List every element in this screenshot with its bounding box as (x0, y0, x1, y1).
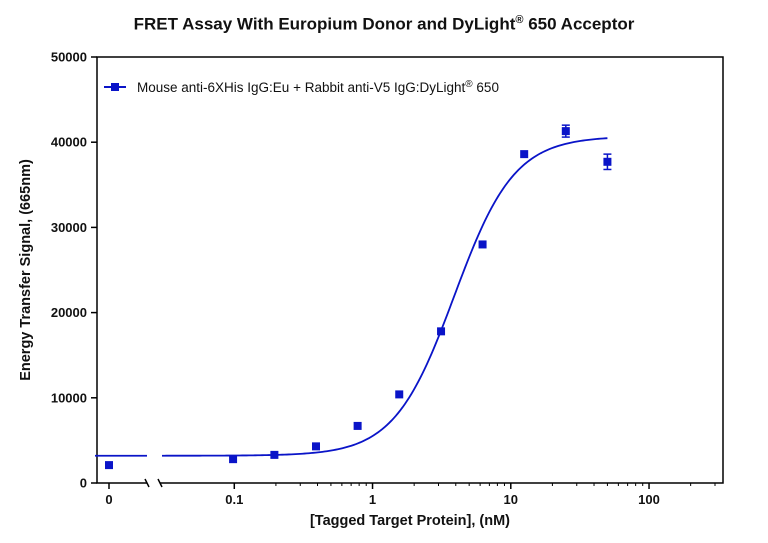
data-point (270, 450, 279, 459)
data-point (353, 421, 362, 430)
chart-title-text: FRET Assay With Europium Donor and DyLig… (133, 14, 516, 34)
x-tick-label: 0.1 (225, 492, 243, 507)
y-axis-title: Energy Transfer Signal, (665nm) (18, 159, 34, 381)
axis-break-mark-left (144, 478, 150, 488)
legend-label: Mouse anti-6XHis IgG:Eu + Rabbit anti-V5… (137, 79, 499, 96)
y-tick-label: 20000 (51, 305, 87, 320)
y-tick-label: 0 (80, 476, 87, 491)
data-point (437, 327, 446, 336)
x-axis-title: [Tagged Target Protein], (nM) (310, 513, 510, 529)
x-tick-label: 0 (105, 492, 112, 507)
fit-curves (95, 137, 608, 457)
data-point (105, 461, 113, 470)
legend-marker (111, 83, 119, 91)
y-tick-label: 40000 (51, 135, 87, 150)
legend-label-superscript: ® (465, 79, 473, 90)
y-tick-label: 50000 (51, 50, 87, 65)
plot-frame (96, 56, 724, 484)
x-tick-label: 100 (638, 492, 660, 507)
legend-label-suffix: 650 (473, 80, 499, 95)
y-axis-ticks: 0 10000 20000 30000 40000 50000 (51, 50, 97, 491)
x-axis-ticks: 0 0.1 1 10 100 (105, 478, 716, 507)
data-point (561, 127, 570, 136)
data-point (229, 455, 238, 464)
axis-break-mark-right (157, 478, 163, 488)
axis-break-gap (147, 478, 160, 488)
y-tick-label: 10000 (51, 390, 87, 405)
chart-title-superscript: ® (515, 14, 524, 26)
data-points (105, 127, 612, 470)
x-tick-label: 10 (504, 492, 518, 507)
x-tick-label: 1 (369, 492, 376, 507)
data-point (312, 442, 321, 451)
data-point (520, 150, 529, 159)
chart-title-suffix: 650 Acceptor (523, 14, 635, 34)
data-point (478, 240, 487, 249)
legend-label-text: Mouse anti-6XHis IgG:Eu + Rabbit anti-V5… (137, 80, 466, 95)
data-point (395, 390, 404, 399)
fit-curve (162, 137, 608, 457)
data-point (603, 157, 612, 166)
chart-title: FRET Assay With Europium Donor and DyLig… (0, 14, 768, 35)
y-tick-label: 30000 (51, 220, 87, 235)
legend: Mouse anti-6XHis IgG:Eu + Rabbit anti-V5… (104, 79, 499, 96)
